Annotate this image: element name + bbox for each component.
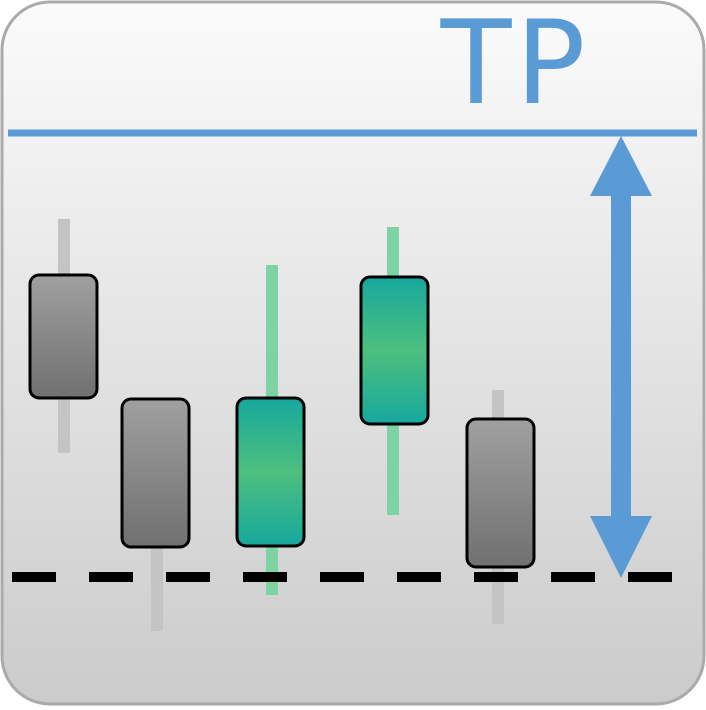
tp-label: TP (440, 0, 590, 131)
candlestick-bullish (235, 265, 306, 595)
candle-wick (151, 545, 163, 631)
candlestick-bearish (28, 219, 99, 453)
candlestick-bullish (359, 227, 430, 515)
candle-body (28, 273, 99, 400)
candlestick-bearish (120, 397, 191, 631)
candle-body (120, 397, 191, 549)
candle-body (465, 417, 536, 569)
arrow-shaft (611, 195, 631, 520)
candlestick-bearish (465, 390, 536, 624)
candle-body (235, 396, 306, 548)
candle-body (359, 275, 430, 426)
arrow-head-up (590, 136, 652, 196)
arrow-head-down (590, 516, 652, 578)
distance-double-arrow (590, 136, 652, 578)
